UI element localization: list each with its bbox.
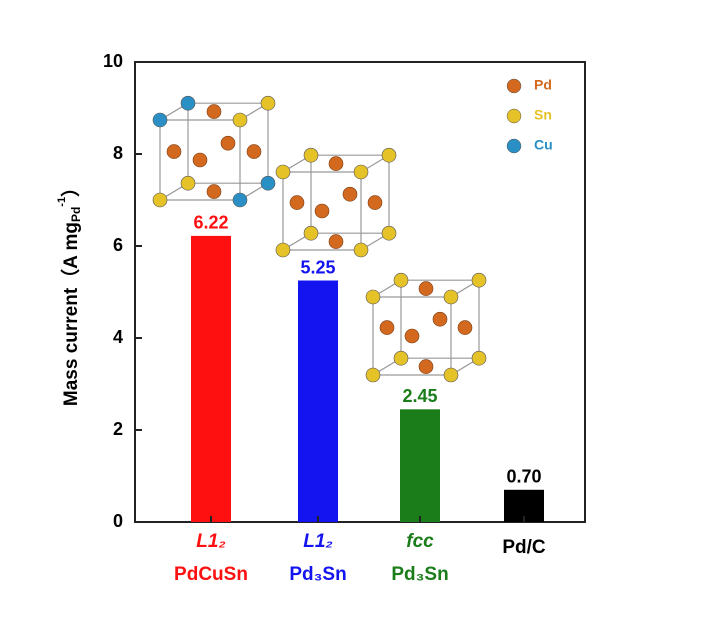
atom [289,195,305,210]
y-tick-label: 8 [113,143,123,163]
value-label: 5.25 [300,257,335,277]
legend-label: Cu [534,137,553,153]
atom [471,350,487,366]
atom [353,164,369,180]
bar [191,235,231,522]
atom [206,184,222,199]
atom [246,144,262,159]
atom [418,281,434,296]
atom [152,192,168,208]
atom [342,186,358,202]
y-tick-label: 0 [113,511,123,531]
atom [365,289,381,305]
y-tick-label: 4 [113,327,123,347]
atom [206,104,222,119]
atom [192,152,208,168]
atom [404,328,420,344]
y-label-text: Mass current（A mg [59,222,82,406]
atom [314,203,330,219]
legend-swatch [506,138,522,154]
atom [432,311,448,327]
atom [275,242,291,258]
atom [443,289,459,305]
atom [275,164,291,180]
atom [180,175,196,191]
bar [400,409,440,522]
value-label: 2.45 [402,386,437,406]
y-label-sub: Pd [69,207,83,222]
value-label: 0.70 [506,467,541,487]
x-tick-label: Pd₃Sn [391,564,448,585]
x-tick-label: Pd/C [502,537,546,558]
y-tick-label: 10 [103,51,123,71]
atom [303,147,319,163]
atom [393,272,409,288]
atom [365,367,381,383]
y-tick-label: 6 [113,235,123,255]
atom [393,350,409,366]
y-label-sup: -1 [56,197,68,207]
atom [471,272,487,288]
x-tick-label: PdCuSn [174,564,248,585]
atom [328,234,344,249]
legend-swatch [506,78,522,94]
legend-swatch [506,108,522,124]
legend-label: Sn [534,107,552,123]
y-axis-label: Mass current（A mgPd-1） [56,178,83,406]
atom [152,112,168,128]
atom [260,175,276,191]
atom [457,320,473,335]
atom [180,95,196,111]
y-tick-label: 2 [113,419,123,439]
atom [232,192,248,208]
atom [328,156,344,171]
bar [298,280,338,522]
atom [353,242,369,258]
legend-label: Pd [534,77,552,93]
value-label: 6.22 [193,213,228,233]
x-tick-label: Pd₃Sn [289,564,346,585]
atom [418,359,434,374]
atom [379,320,395,335]
category-phase: L1₂ [303,531,332,552]
atom [381,225,397,241]
category-phase: L1₂ [196,531,225,552]
atom [381,147,397,163]
atom [303,225,319,241]
atom [220,135,236,151]
plot-frame [134,61,586,523]
atom [367,195,383,210]
atom [260,95,276,111]
atom [166,144,182,159]
atom [443,367,459,383]
category-phase: fcc [406,531,434,552]
atom [232,112,248,128]
y-label-end: ） [59,178,82,197]
